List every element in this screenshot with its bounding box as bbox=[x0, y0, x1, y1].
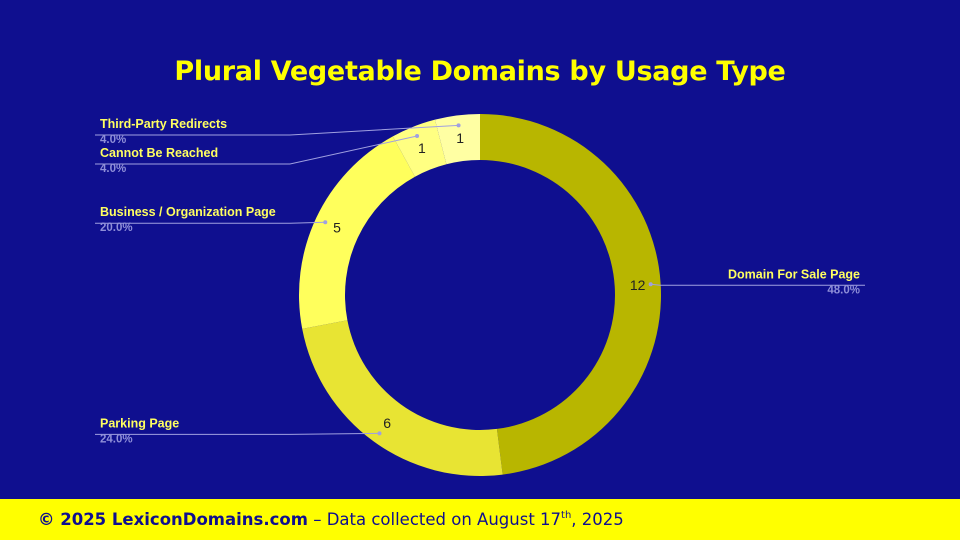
footer-year: , 2025 bbox=[571, 510, 624, 529]
footer-date-suffix: th bbox=[561, 510, 572, 521]
footer-brand: © 2025 LexiconDomains.com bbox=[38, 510, 308, 529]
slice-business-organization-page bbox=[299, 136, 415, 329]
footer-date-text: Data collected on August 17 bbox=[326, 510, 562, 529]
value-label-parking-page: 6 bbox=[383, 415, 391, 431]
slice-percent-third-party-redirects: 4.0% bbox=[100, 134, 126, 146]
leader-dot-business-organization-page bbox=[323, 220, 328, 225]
footer-bar: © 2025 LexiconDomains.com – Data collect… bbox=[0, 499, 960, 540]
value-label-third-party-redirects: 1 bbox=[456, 130, 464, 146]
leader-dot-cannot-be-reached bbox=[415, 134, 420, 139]
slice-label-parking-page: Parking Page bbox=[100, 416, 179, 430]
value-labels-layer: 12 6 5 1 1 bbox=[333, 130, 646, 431]
slice-third-party-redirects bbox=[434, 114, 480, 165]
footer-dash: – bbox=[307, 510, 327, 529]
leader-line-third-party-redirects bbox=[95, 124, 459, 136]
slice-percent-business-organization-page: 20.0% bbox=[100, 222, 133, 234]
leader-line-cannot-be-reached bbox=[95, 135, 418, 165]
slice-percent-parking-page: 24.0% bbox=[100, 433, 133, 445]
slice-percent-domain-for-sale-page: 48.0% bbox=[827, 284, 860, 296]
slice-label-domain-for-sale-page: Domain For Sale Page bbox=[728, 267, 860, 281]
slices-layer bbox=[299, 114, 662, 476]
footer-text: © 2025 LexiconDomains.com – Data collect… bbox=[38, 510, 624, 529]
slice-label-business-organization-page: Business / Organization Page bbox=[100, 205, 276, 219]
slice-label-cannot-be-reached: Cannot Be Reached bbox=[100, 146, 218, 160]
chart-title: Plural Vegetable Domains by Usage Type bbox=[174, 56, 786, 87]
leader-dot-domain-for-sale-page bbox=[648, 282, 653, 287]
slice-domain-for-sale-page bbox=[480, 114, 662, 475]
slice-cannot-be-reached bbox=[392, 119, 447, 177]
slice-percent-cannot-be-reached: 4.0% bbox=[100, 163, 126, 175]
leader-line-domain-for-sale-page bbox=[650, 283, 865, 286]
leader-line-business-organization-page bbox=[95, 221, 326, 224]
value-label-domain-for-sale-page: 12 bbox=[630, 277, 646, 293]
value-label-business-organization-page: 5 bbox=[333, 220, 341, 236]
value-label-cannot-be-reached: 1 bbox=[418, 140, 426, 156]
leader-line-parking-page bbox=[95, 432, 380, 435]
leader-lines-layer bbox=[95, 123, 865, 436]
leader-dot-third-party-redirects bbox=[456, 123, 461, 128]
leader-dot-parking-page bbox=[377, 431, 382, 436]
slice-label-third-party-redirects: Third-Party Redirects bbox=[100, 117, 227, 131]
slice-parking-page bbox=[302, 320, 503, 476]
